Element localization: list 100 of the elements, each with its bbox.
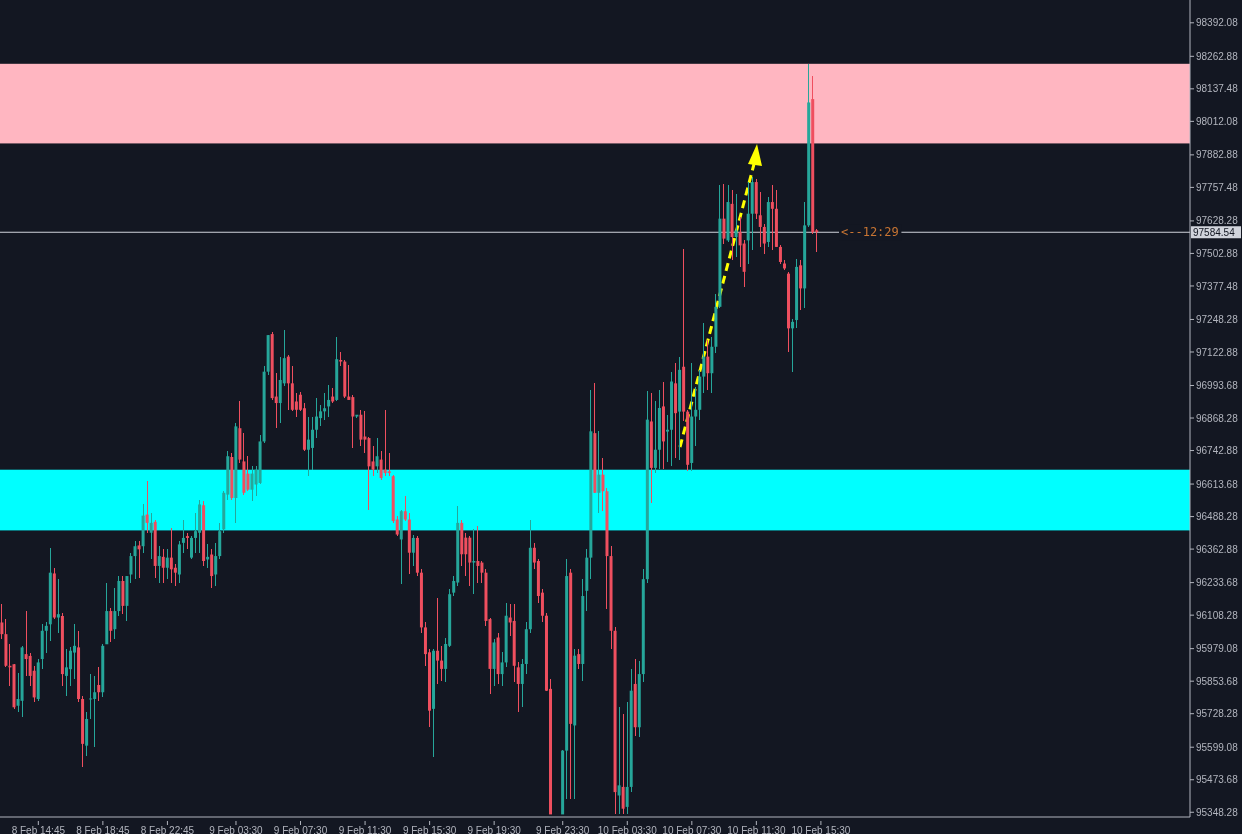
candlestick bbox=[694, 386, 698, 447]
y-tick-label: 98012.08 bbox=[1196, 115, 1239, 127]
x-tick-label: 9 Feb 15:30 bbox=[402, 825, 457, 834]
y-tick-label: 97502.88 bbox=[1196, 247, 1239, 259]
candlestick bbox=[778, 244, 782, 265]
candlestick bbox=[73, 623, 77, 680]
x-tick-label: 10 Feb 03:30 bbox=[597, 825, 658, 834]
candlestick bbox=[44, 621, 48, 654]
candlestick bbox=[722, 183, 726, 245]
candlestick bbox=[799, 259, 803, 311]
x-tick-label: 10 Feb 07:30 bbox=[662, 825, 722, 834]
x-tick-label: 9 Feb 19:30 bbox=[467, 825, 522, 834]
candlestick bbox=[516, 661, 520, 713]
candlestick bbox=[617, 706, 621, 815]
candlestick bbox=[246, 455, 250, 492]
candlestick bbox=[387, 452, 391, 477]
candlestick bbox=[758, 191, 762, 248]
candlestick bbox=[621, 713, 625, 815]
candlestick bbox=[625, 701, 629, 815]
y-tick-label: 95979.08 bbox=[1196, 643, 1239, 655]
candlestick bbox=[597, 430, 601, 514]
candlestick bbox=[278, 356, 282, 424]
candlestick bbox=[129, 552, 133, 584]
candlestick bbox=[145, 480, 149, 534]
candlestick bbox=[93, 675, 97, 748]
y-tick-label: 97882.88 bbox=[1196, 149, 1239, 161]
candlestick bbox=[323, 392, 327, 421]
y-tick-label: 97757.48 bbox=[1196, 181, 1239, 193]
y-tick-label: 98137.48 bbox=[1196, 83, 1239, 95]
candlestick bbox=[133, 540, 137, 580]
x-tick-label: 10 Feb 15:30 bbox=[791, 825, 851, 834]
ref-line-label: 97584.54 bbox=[1193, 227, 1236, 239]
y-tick-label: 97122.88 bbox=[1196, 346, 1239, 358]
candlestick bbox=[315, 397, 319, 439]
candlestick bbox=[371, 445, 375, 477]
y-tick-label: 96993.68 bbox=[1196, 380, 1239, 392]
candlestick bbox=[375, 437, 379, 474]
candlestick bbox=[520, 658, 524, 708]
candlestick bbox=[149, 512, 153, 560]
candlestick bbox=[734, 193, 738, 258]
candlestick bbox=[113, 587, 117, 640]
candlestick bbox=[653, 401, 657, 474]
y-tick-label: 97377.48 bbox=[1196, 280, 1239, 292]
candlestick bbox=[0, 603, 4, 640]
x-tick-label: 8 Feb 14:45 bbox=[11, 825, 66, 834]
candlestick bbox=[383, 409, 387, 477]
y-tick-label: 98392.08 bbox=[1196, 17, 1239, 29]
x-tick-label: 9 Feb 07:30 bbox=[273, 825, 328, 834]
candlestick bbox=[250, 465, 254, 502]
x-tick-label: 9 Feb 11:30 bbox=[338, 825, 392, 834]
y-tick-label: 97248.28 bbox=[1196, 314, 1239, 326]
x-tick-label: 9 Feb 03:30 bbox=[209, 825, 264, 834]
x-tick-label: 10 Feb 11:30 bbox=[727, 825, 786, 834]
candlestick bbox=[379, 450, 383, 481]
y-tick-label: 95853.68 bbox=[1196, 675, 1239, 687]
y-tick-label: 95599.08 bbox=[1196, 741, 1239, 753]
candlestick bbox=[181, 519, 185, 554]
candlestick bbox=[190, 535, 193, 560]
y-tick-label: 96742.88 bbox=[1196, 445, 1239, 457]
y-tick-label: 97628.28 bbox=[1196, 215, 1239, 227]
candlestick bbox=[577, 648, 581, 670]
candlestick bbox=[403, 495, 407, 522]
y-tick-label: 96868.28 bbox=[1196, 412, 1239, 424]
candlestick bbox=[68, 646, 72, 687]
candlestick bbox=[210, 548, 214, 589]
candlestick bbox=[165, 548, 169, 580]
candlestick bbox=[64, 648, 68, 697]
x-tick-label: 8 Feb 22:45 bbox=[140, 825, 195, 834]
candlestick bbox=[702, 322, 706, 394]
y-tick-label: 96362.88 bbox=[1196, 543, 1239, 555]
candlestick bbox=[24, 610, 28, 677]
candlestick bbox=[706, 339, 710, 391]
y-tick-label: 95473.68 bbox=[1196, 774, 1239, 786]
y-tick-label: 96488.28 bbox=[1196, 511, 1239, 523]
candlestick bbox=[601, 457, 605, 512]
candlestick bbox=[214, 542, 218, 587]
candlestick bbox=[480, 560, 484, 584]
candlestick bbox=[319, 404, 323, 427]
candlestick bbox=[169, 527, 173, 584]
candlestick bbox=[791, 318, 795, 373]
y-tick-label: 95348.28 bbox=[1196, 806, 1239, 818]
x-tick-label: 9 Feb 23:30 bbox=[536, 825, 590, 834]
candlestick bbox=[476, 525, 480, 584]
candlestick bbox=[161, 548, 165, 584]
candlestick bbox=[440, 645, 444, 682]
candlestick bbox=[738, 216, 742, 268]
candlestick bbox=[762, 223, 766, 255]
y-tick-label: 96233.68 bbox=[1196, 577, 1239, 589]
candlestick bbox=[411, 534, 415, 567]
candlestick bbox=[311, 416, 315, 471]
candlestick bbox=[89, 673, 93, 720]
candlestick bbox=[306, 416, 310, 477]
candlestick bbox=[97, 666, 101, 702]
candlestick bbox=[472, 528, 476, 595]
candlestick bbox=[436, 597, 440, 685]
candlestick bbox=[157, 545, 161, 584]
y-tick-label: 96613.68 bbox=[1196, 478, 1239, 490]
candlestick bbox=[109, 607, 113, 643]
y-tick-label: 98262.88 bbox=[1196, 50, 1239, 62]
candlestick bbox=[56, 578, 60, 634]
